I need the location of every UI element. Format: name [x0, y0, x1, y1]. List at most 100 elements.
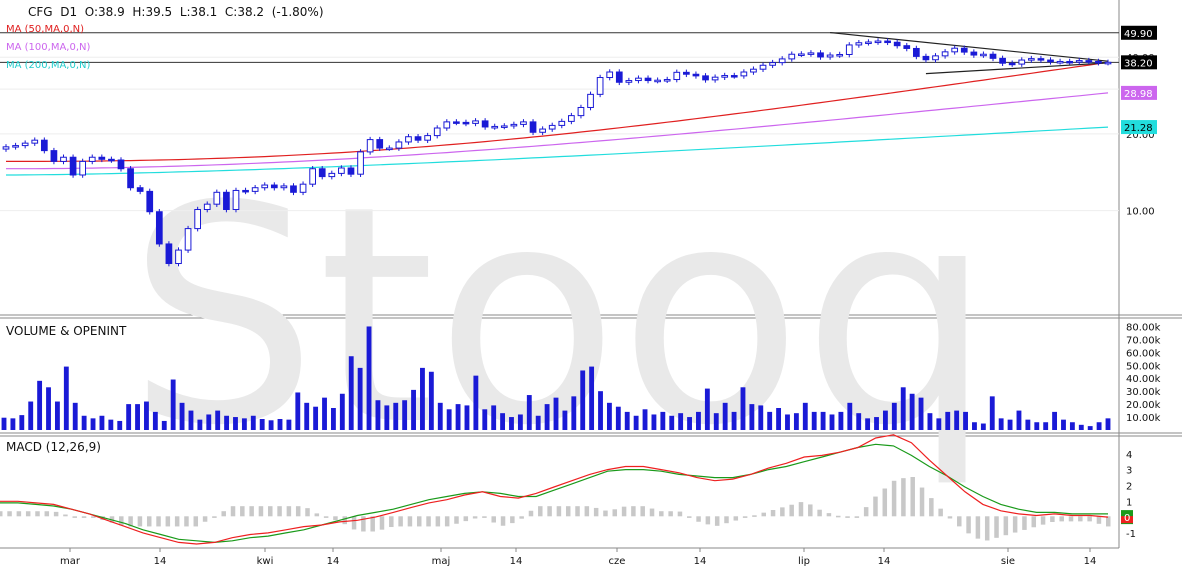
- volume-bar: [838, 411, 844, 430]
- macd-histogram-bar: [35, 511, 40, 517]
- candle: [98, 154, 106, 163]
- volume-bar: [366, 326, 372, 430]
- volume-bar: [500, 413, 506, 430]
- volume-bar: [233, 417, 238, 430]
- ma100-badge-text: 28.98: [1124, 89, 1153, 100]
- candle: [175, 247, 182, 267]
- macd-histogram-bar: [603, 510, 608, 517]
- candle: [922, 53, 930, 63]
- volume-bar: [348, 356, 354, 430]
- volume-bar: [10, 418, 16, 430]
- macd-badge-text: 0: [1124, 513, 1130, 524]
- candle: [1085, 57, 1093, 65]
- candle: [146, 188, 154, 215]
- macd-histogram-bar: [919, 487, 925, 517]
- candle-body: [635, 77, 642, 82]
- candle: [165, 241, 173, 267]
- macd-histogram-bar: [612, 509, 618, 517]
- candle-body: [175, 249, 182, 265]
- candle: [108, 156, 115, 163]
- candle-body: [970, 51, 978, 56]
- volume-bar: [206, 414, 212, 430]
- volume-bar: [170, 379, 176, 430]
- candle: [635, 75, 642, 84]
- macd-histogram-bar: [305, 508, 310, 517]
- macd-histogram-bar: [165, 516, 171, 527]
- macd-histogram-bar: [25, 511, 31, 517]
- candle: [481, 118, 489, 130]
- macd-histogram-bar: [258, 506, 264, 517]
- volume-bar: [980, 423, 986, 430]
- candle: [1066, 58, 1074, 65]
- macd-histogram-bar: [957, 516, 962, 527]
- candle: [136, 184, 144, 195]
- candle: [299, 181, 307, 196]
- candle-body: [1066, 60, 1074, 64]
- candle-body: [702, 75, 709, 81]
- candle: [788, 51, 796, 62]
- interval: D1: [60, 5, 78, 19]
- macd-histogram-bar: [81, 516, 87, 518]
- macd-histogram-bar: [72, 516, 77, 518]
- candle-body: [1075, 60, 1083, 63]
- candle: [1008, 60, 1016, 67]
- high-line-badge-bg: [1121, 25, 1157, 40]
- candle-body: [165, 243, 173, 265]
- volume-bar: [847, 402, 853, 430]
- candle: [261, 182, 269, 191]
- volume-bar: [322, 397, 327, 430]
- macd-histogram-bar: [16, 511, 22, 517]
- candle: [980, 51, 987, 58]
- macd-histogram-bar: [379, 516, 385, 530]
- macd-histogram-bar: [342, 516, 348, 525]
- macd-histogram-bar: [789, 504, 794, 517]
- volume-bar: [945, 411, 951, 430]
- candle: [750, 66, 757, 75]
- volume-bar: [749, 404, 755, 430]
- volume-title: VOLUME & OPENINT: [6, 324, 127, 338]
- candle-body: [1037, 58, 1045, 61]
- candle-body: [1095, 60, 1102, 64]
- candle-body: [759, 64, 767, 70]
- macd-histogram-bar: [621, 506, 627, 517]
- macd-histogram-bar: [528, 510, 534, 517]
- candle-body: [788, 53, 796, 60]
- volume-bar: [562, 410, 568, 430]
- macd-zero-badge: 0: [1121, 510, 1133, 525]
- volume-bar: [767, 411, 773, 430]
- macd-histogram-bar: [891, 480, 897, 517]
- candle-body: [807, 52, 815, 55]
- macd-tick-label: 1: [1126, 497, 1132, 508]
- ma200-legend: MA (200,MA,0,N): [6, 60, 91, 71]
- candle: [251, 184, 259, 195]
- volume-bar: [259, 419, 265, 430]
- candle: [884, 38, 891, 46]
- candle: [433, 125, 441, 139]
- volume-bar: [28, 401, 34, 430]
- candle: [539, 126, 546, 136]
- candle-body: [40, 139, 48, 152]
- x-tick-label: mar: [60, 556, 81, 567]
- macd-histogram-bar: [435, 516, 441, 527]
- low-value: L:38.1: [179, 5, 218, 19]
- candle-body: [1018, 59, 1026, 65]
- candle-body: [500, 125, 508, 128]
- candle-body: [865, 41, 872, 45]
- candle: [50, 147, 58, 165]
- macd-histogram-bar: [230, 506, 236, 517]
- macd-histogram-bar: [268, 506, 273, 517]
- last-price-badge-text: 38.20: [1124, 58, 1153, 69]
- volume-bar: [402, 400, 408, 430]
- macd-histogram-bar: [575, 506, 580, 517]
- candle: [1104, 59, 1112, 66]
- candle-body: [88, 156, 96, 162]
- volume-bar: [535, 415, 541, 430]
- candle-body: [644, 77, 652, 82]
- macd-histogram-bar: [351, 516, 357, 530]
- candle-body: [21, 142, 29, 147]
- candle-body: [778, 58, 786, 64]
- candle: [702, 73, 709, 83]
- macd-histogram-bar: [687, 516, 692, 518]
- volume-tick-label: 50.00k: [1126, 361, 1161, 372]
